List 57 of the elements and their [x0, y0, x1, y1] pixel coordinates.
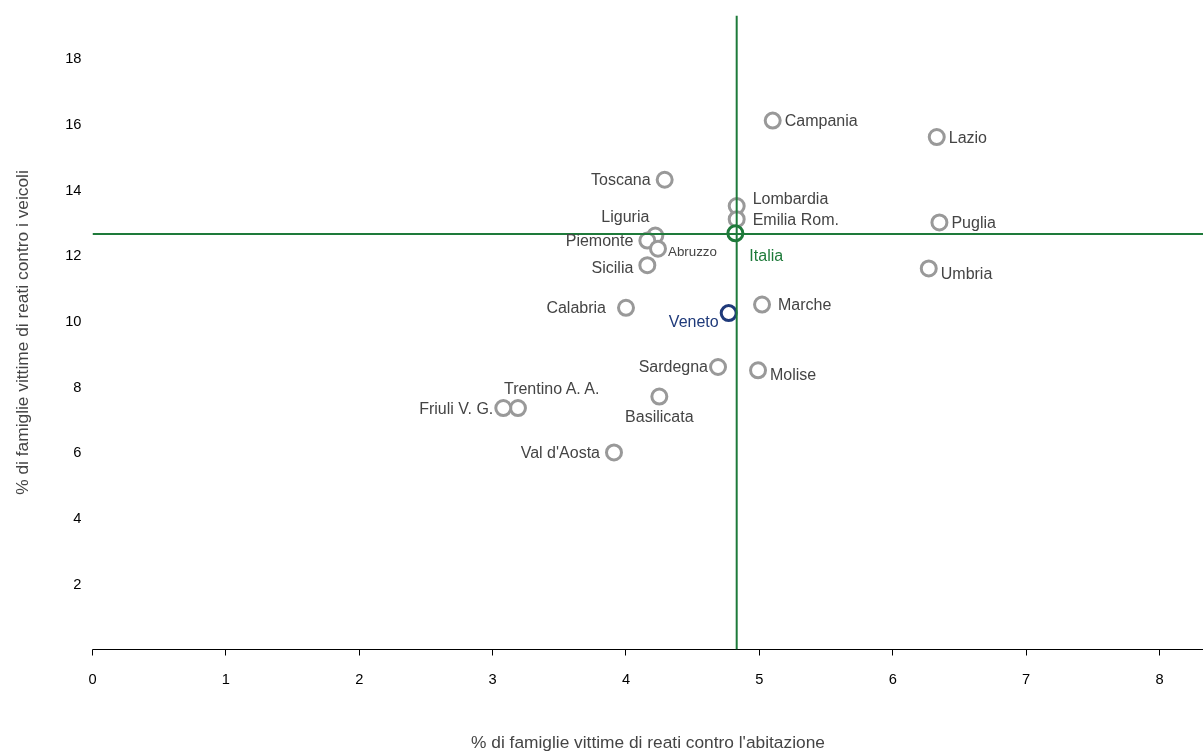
annotation: Val d'Aosta: [520, 443, 601, 461]
x-tick-label: 3: [488, 670, 497, 687]
y-tick-label: 8: [73, 378, 82, 395]
point: [709, 358, 728, 376]
y-tick-label: 6: [73, 444, 82, 461]
annotation: Umbria: [940, 264, 993, 282]
y-tick-label: 12: [65, 247, 82, 264]
annotation: Emilia Rom.: [752, 210, 839, 228]
x-tick-label: 0: [88, 670, 97, 687]
x-tick-label: 7: [1022, 670, 1031, 687]
annotation: Marche: [778, 296, 832, 314]
annotation: Sardegna: [638, 358, 709, 376]
annotation: Abruzzo: [668, 244, 717, 260]
annotation: Molise: [770, 365, 817, 383]
annotation: Calabria: [546, 299, 607, 317]
annotation: Sicilia: [591, 258, 634, 276]
point: [927, 128, 946, 147]
annotation: Liguria: [601, 208, 650, 226]
x-tick-label: 5: [755, 670, 764, 687]
y-tick-label: 4: [73, 510, 82, 527]
annotation: Friuli V. G.: [419, 399, 494, 417]
x-tick-label: 8: [1155, 670, 1164, 687]
point: [616, 298, 635, 317]
point: [638, 256, 657, 275]
point: [604, 443, 623, 462]
annotation: Piemonte: [565, 232, 634, 250]
point: [650, 387, 669, 406]
annotation: Basilicata: [625, 408, 694, 426]
x-tick-label: 6: [888, 670, 897, 687]
annotation: Trentino A. A.: [503, 379, 600, 397]
y-tick-label: 2: [73, 575, 82, 592]
series-label: Veneto: [668, 312, 719, 330]
point: [719, 304, 738, 323]
annotation: Toscana: [591, 171, 651, 189]
y-tick-label: 18: [65, 50, 82, 67]
x-tick-label: 1: [221, 670, 230, 687]
annotation: Campania: [784, 112, 858, 130]
point: [753, 295, 772, 314]
x-tick-label: 2: [355, 670, 364, 687]
point: [494, 399, 513, 418]
annotation: Lazio: [948, 128, 988, 146]
point: [655, 170, 674, 189]
x-axis-title: % di famiglie vittime di reati contro l'abitazione: [471, 731, 825, 752]
point: [649, 239, 667, 258]
annotation: Lombardia: [752, 189, 829, 207]
point: [508, 399, 527, 418]
annotation: Puglia: [951, 213, 996, 231]
point: [749, 361, 768, 380]
point: [930, 213, 949, 232]
y-axis-title: % di famiglie vittime di reati contro i veicoli: [12, 170, 33, 495]
y-tick-label: 16: [65, 115, 82, 132]
point: [763, 111, 782, 130]
series-label: Italia: [749, 246, 784, 264]
y-tick-label: 10: [65, 313, 82, 329]
point: [919, 259, 938, 278]
y-tick-label: 14: [65, 181, 82, 198]
x-tick-label: 4: [621, 670, 631, 687]
